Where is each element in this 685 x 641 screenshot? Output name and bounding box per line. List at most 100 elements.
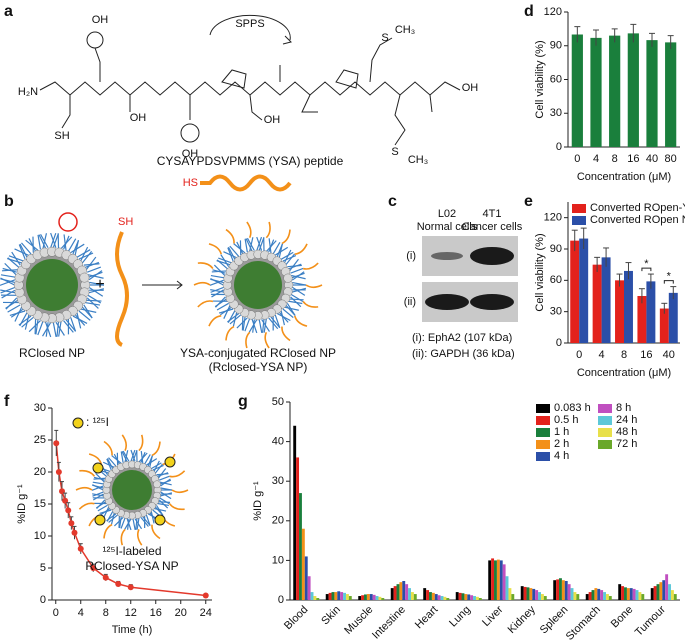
np-chain bbox=[158, 501, 171, 503]
np-chain bbox=[89, 287, 104, 297]
np-peptide bbox=[281, 229, 291, 245]
atom-label: CH₃ bbox=[395, 24, 415, 36]
legend-label: 48 h bbox=[616, 426, 637, 438]
bar bbox=[426, 590, 430, 600]
bar bbox=[343, 592, 346, 600]
np-chain bbox=[72, 315, 88, 324]
thiol-label: SH bbox=[118, 216, 133, 228]
annotation: : ¹²⁵I bbox=[86, 415, 109, 429]
np-chain bbox=[282, 254, 297, 262]
legend-swatch bbox=[598, 404, 612, 413]
np-chain bbox=[92, 481, 104, 485]
bar bbox=[556, 579, 560, 600]
np-chain bbox=[280, 310, 286, 326]
np-chain bbox=[96, 499, 106, 510]
legend-label: 0.083 h bbox=[554, 402, 591, 414]
ring bbox=[221, 69, 247, 89]
np-chain bbox=[81, 306, 93, 319]
np-chain bbox=[44, 321, 52, 338]
bar bbox=[473, 596, 476, 600]
bar bbox=[673, 594, 677, 600]
np-chain bbox=[111, 455, 122, 464]
np-chain bbox=[55, 321, 65, 336]
backbone bbox=[39, 81, 461, 96]
atom-label: OH bbox=[264, 114, 281, 126]
np-bead bbox=[283, 273, 293, 283]
significance-label: * bbox=[667, 271, 672, 283]
x-tick-label: 20 bbox=[175, 607, 187, 619]
np-chain bbox=[268, 239, 275, 253]
bar bbox=[532, 588, 536, 600]
y-tick-label: 30 bbox=[34, 402, 46, 414]
point bbox=[90, 565, 97, 571]
x-tick-label: 0 bbox=[574, 153, 580, 165]
np-chain bbox=[272, 241, 281, 255]
panel-label: d bbox=[524, 3, 534, 20]
np-chain bbox=[215, 296, 226, 308]
radiation-symbol bbox=[92, 462, 104, 474]
x-tick-label: 8 bbox=[612, 153, 618, 165]
panel-label: f bbox=[4, 393, 10, 410]
point bbox=[115, 581, 122, 587]
np-chain bbox=[19, 312, 28, 327]
np-peptide bbox=[294, 243, 308, 255]
y-tick-label: 5 bbox=[40, 562, 46, 574]
np-chain bbox=[291, 271, 305, 281]
x-tick-label: 0 bbox=[576, 349, 582, 361]
np-chain bbox=[85, 256, 97, 271]
nanoparticles bbox=[0, 212, 323, 349]
np-chain bbox=[211, 289, 225, 298]
significance-bracket bbox=[663, 280, 674, 284]
np-chain bbox=[261, 318, 265, 333]
x-tick-label: Stomach bbox=[564, 604, 603, 641]
np-chain bbox=[140, 451, 146, 463]
x-axis-label: Concentration (μM) bbox=[577, 171, 671, 183]
panel-label: g bbox=[238, 393, 248, 410]
bar bbox=[366, 594, 370, 600]
np-chain bbox=[70, 243, 85, 254]
np-chain bbox=[1, 289, 16, 299]
x-tick-label: 16 bbox=[627, 153, 639, 165]
np-chain bbox=[7, 304, 21, 313]
np-chain bbox=[102, 461, 115, 468]
np-chain bbox=[88, 288, 105, 294]
side-chain bbox=[429, 94, 433, 113]
bar bbox=[505, 576, 509, 600]
np-chain bbox=[14, 306, 23, 322]
legend-label: Converted ROpen NPs bbox=[590, 214, 685, 226]
np-chain bbox=[227, 310, 236, 323]
y-tick-label: 0 bbox=[40, 594, 46, 606]
bar bbox=[627, 33, 639, 147]
bar bbox=[632, 588, 636, 600]
np-chain bbox=[220, 306, 232, 316]
side-chain bbox=[369, 37, 393, 83]
bar bbox=[538, 592, 541, 600]
np-chain bbox=[100, 508, 111, 516]
np-chain bbox=[28, 238, 37, 252]
np-chain bbox=[87, 294, 102, 304]
bar bbox=[511, 594, 515, 600]
np-chain bbox=[146, 458, 158, 466]
np-chain bbox=[268, 238, 272, 254]
bar bbox=[405, 584, 409, 600]
x-tick-label: Intestine bbox=[370, 604, 408, 641]
np-chain bbox=[45, 322, 49, 337]
bar bbox=[381, 598, 385, 600]
y-tick-label: 40 bbox=[272, 436, 284, 448]
np-peptide bbox=[225, 325, 235, 341]
atom-label: OH bbox=[130, 112, 147, 124]
x-tick-label: Kidney bbox=[506, 603, 539, 636]
bar bbox=[603, 592, 606, 600]
bar bbox=[621, 586, 625, 600]
np-chain bbox=[283, 249, 292, 264]
np-chain bbox=[89, 281, 105, 286]
bar bbox=[559, 578, 562, 600]
np-chain bbox=[242, 316, 246, 331]
legend-label: 72 h bbox=[616, 438, 637, 450]
significance-label: * bbox=[644, 258, 649, 270]
bar bbox=[609, 35, 621, 147]
x-tick-label: 40 bbox=[646, 153, 658, 165]
atom-label: SH bbox=[54, 130, 69, 142]
maleimide bbox=[58, 212, 78, 232]
bar bbox=[638, 592, 642, 600]
